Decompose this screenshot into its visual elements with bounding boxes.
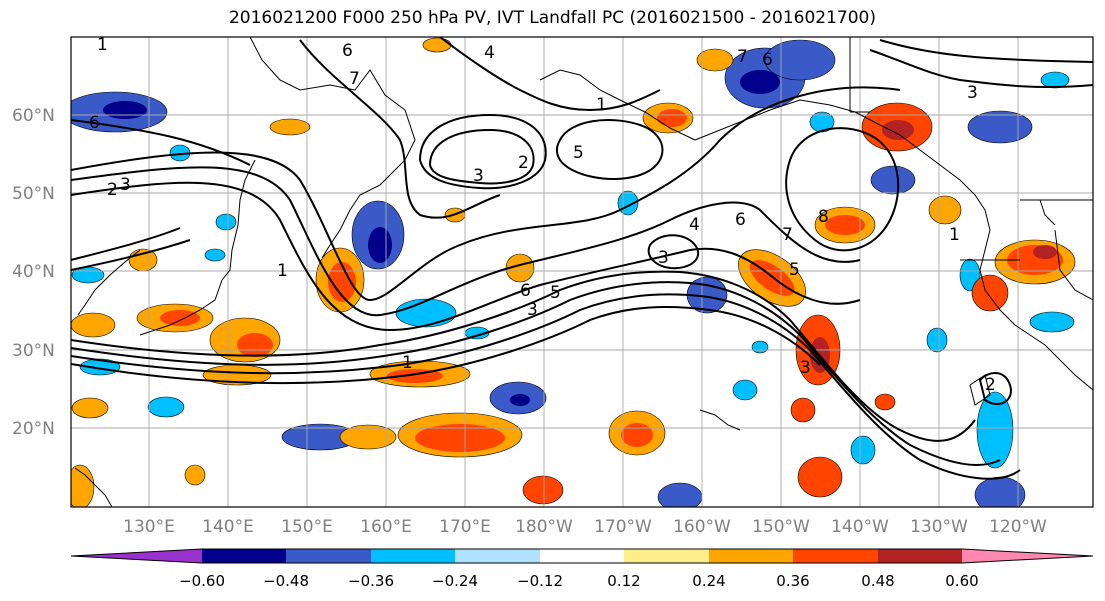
lon-tick-label: 170°W — [594, 517, 652, 537]
colorbar-tick-label: −0.12 — [517, 572, 563, 590]
lon-tick-label: 140°W — [831, 517, 889, 537]
colorbar-segment — [624, 549, 709, 563]
colorbar-segments — [70, 548, 1094, 564]
colorbar-segment — [878, 549, 962, 563]
contour-label: 3 — [800, 358, 811, 378]
lon-tick-label: 130°E — [123, 517, 175, 537]
lat-tick-label: 30°N — [12, 341, 55, 361]
contour-label: 6 — [762, 50, 773, 70]
contour-label: 5 — [573, 143, 584, 163]
lon-tick-label: 150°W — [752, 517, 810, 537]
lon-tick-label: 170°E — [439, 517, 491, 537]
colorbar-tick-label: 0.48 — [861, 572, 894, 590]
colorbar-tick-labels: −0.60 −0.48 −0.36 −0.24 −0.12 0.12 0.24 … — [179, 572, 979, 590]
colorbar-segment — [793, 549, 878, 563]
lon-tick-label: 160°W — [673, 517, 731, 537]
contour-label: 6 — [735, 210, 746, 230]
contour-label: 1 — [277, 261, 288, 281]
colorbar-tick-label: 0.24 — [692, 572, 725, 590]
contour-label: 1 — [402, 353, 413, 373]
contour-label: 2 — [985, 375, 996, 395]
contour-label: 2 — [518, 153, 529, 173]
contour-label: 6 — [342, 41, 353, 61]
lat-tick-label: 60°N — [12, 106, 55, 126]
colorbar-segment — [371, 549, 455, 563]
colorbar-tick-label: 0.36 — [776, 572, 809, 590]
contour-label: 2 — [107, 180, 118, 200]
colorbar-segment — [455, 549, 540, 563]
colorbar-tick-label: 0.12 — [607, 572, 640, 590]
lon-tick-label: 160°E — [360, 517, 412, 537]
colorbar-segment — [286, 549, 371, 563]
colorbar-outline — [70, 548, 1094, 564]
contour-label: 4 — [484, 43, 495, 63]
contour-label: 3 — [967, 83, 978, 103]
colorbar-segment — [202, 549, 286, 563]
coastlines — [74, 37, 1093, 507]
colorbar: −0.60 −0.48 −0.36 −0.24 −0.12 0.12 0.24 … — [70, 548, 1094, 590]
contour-label: 6 — [520, 281, 531, 301]
pv-contour-labels: 1 1 1 1 1 2 2 2 3 3 3 3 3 3 4 4 5 5 5 6 … — [89, 35, 996, 395]
colorbar-tick-label: 0.60 — [945, 572, 978, 590]
lat-tick-label: 40°N — [12, 262, 55, 282]
colorbar-tick-label: −0.48 — [263, 572, 309, 590]
lon-tick-labels: 130°E 140°E 150°E 160°E 170°E 180°W 170°… — [123, 517, 1047, 537]
contour-label: 1 — [97, 35, 108, 55]
colorbar-tick-label: −0.60 — [179, 572, 225, 590]
lat-tick-label: 20°N — [12, 419, 55, 439]
contour-label: 3 — [658, 248, 669, 268]
colorbar-segment — [709, 549, 793, 563]
contour-label: 3 — [473, 166, 484, 186]
contour-label: 8 — [818, 207, 829, 227]
map-frame — [70, 36, 1094, 508]
map-title: 2016021200 F000 250 hPa PV, IVT Landfall… — [228, 8, 876, 28]
lon-tick-label: 140°E — [202, 517, 254, 537]
contour-label: 7 — [782, 225, 793, 245]
colorbar-tick-label: −0.36 — [348, 572, 394, 590]
contour-label: 7 — [737, 47, 748, 67]
lon-tick-label: 120°W — [989, 517, 1047, 537]
lon-tick-label: 150°E — [281, 517, 333, 537]
contour-label: 5 — [550, 283, 561, 303]
contour-label: 6 — [89, 113, 100, 133]
contour-label: 4 — [689, 215, 700, 235]
contour-label: 5 — [789, 260, 800, 280]
lon-tick-label: 130°W — [910, 517, 968, 537]
colorbar-segment — [962, 549, 1093, 563]
pv-contours — [71, 37, 1093, 480]
contour-label: 7 — [349, 69, 360, 89]
contour-label: 3 — [120, 175, 131, 195]
lat-tick-label: 50°N — [12, 184, 55, 204]
colorbar-segment — [540, 549, 624, 563]
negative-anomalies — [71, 39, 1075, 507]
lat-tick-labels: 60°N 50°N 40°N 30°N 20°N — [12, 106, 55, 439]
contour-label: 1 — [949, 225, 960, 245]
contour-label: 1 — [596, 95, 607, 115]
lon-tick-label: 180°W — [515, 517, 573, 537]
ivt-shading: 1 1 1 1 1 2 2 2 3 3 3 3 3 3 4 4 5 5 5 6 … — [71, 35, 1093, 507]
graticule — [71, 37, 1093, 507]
colorbar-segment — [71, 549, 202, 563]
colorbar-tick-label: −0.24 — [432, 572, 478, 590]
contour-label: 3 — [527, 300, 538, 320]
